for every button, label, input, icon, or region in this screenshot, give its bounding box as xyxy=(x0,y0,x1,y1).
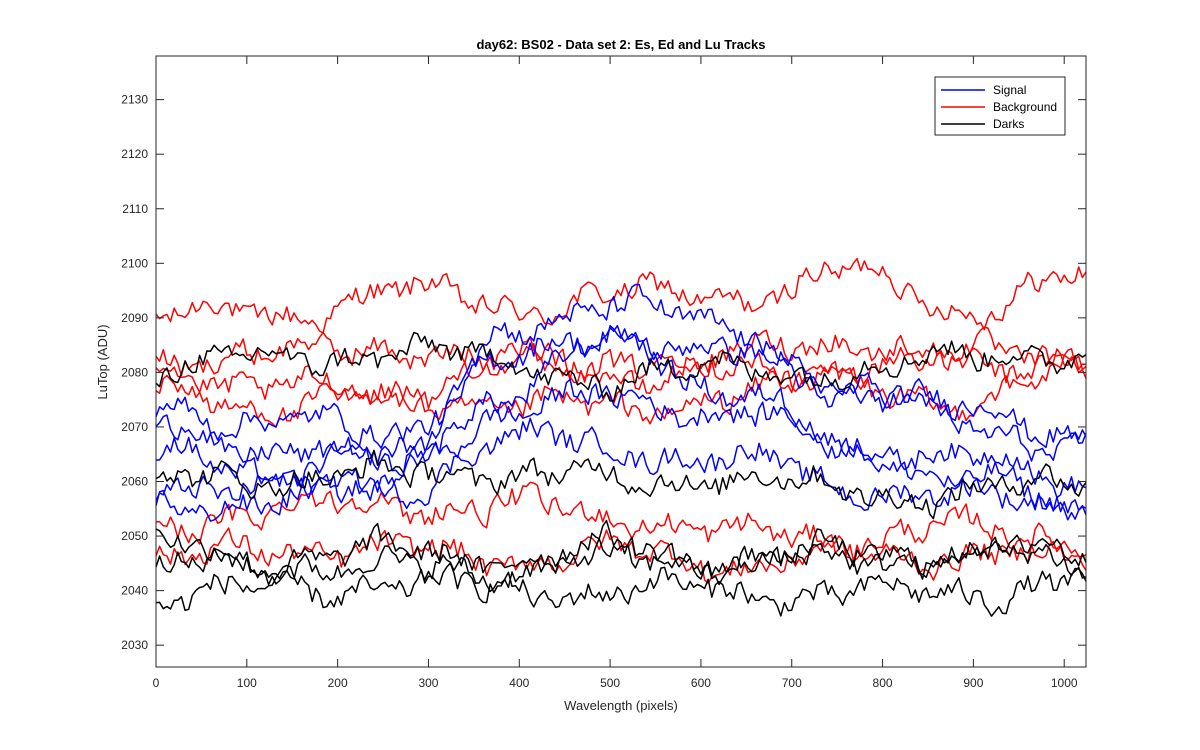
series-line-background-2 xyxy=(155,348,1087,428)
series-line-background-4 xyxy=(156,481,1087,563)
series-line-darks-0 xyxy=(155,331,1087,402)
y-tick-label: 2100 xyxy=(121,256,148,270)
series-line-background-5 xyxy=(155,527,1087,584)
series-line-background-0 xyxy=(155,257,1087,334)
x-tick-label: 900 xyxy=(963,676,983,690)
series-line-darks-4 xyxy=(155,562,1087,617)
y-tick-label: 2120 xyxy=(121,147,148,161)
x-tick-label: 500 xyxy=(600,676,620,690)
legend-label-signal: Signal xyxy=(993,83,1026,97)
series-line-signal-3 xyxy=(155,417,1087,522)
y-tick-label: 2110 xyxy=(122,202,148,216)
x-axis-label: Wavelength (pixels) xyxy=(564,698,678,713)
legend: Signal Background Darks xyxy=(934,76,1066,136)
legend-label-background: Background xyxy=(993,100,1057,114)
x-tick-label: 100 xyxy=(237,676,257,690)
x-tick-label: 400 xyxy=(509,676,529,690)
y-tick-label: 2030 xyxy=(121,638,148,652)
series-line-darks-1 xyxy=(155,450,1087,520)
y-tick-label: 2080 xyxy=(121,365,148,379)
y-tick-label: 2050 xyxy=(121,529,148,543)
x-tick-label: 300 xyxy=(418,676,438,690)
x-tick-label: 700 xyxy=(782,676,802,690)
y-axis-label: LuTop (ADU) xyxy=(95,324,110,399)
y-tick-label: 2070 xyxy=(121,420,148,434)
series-line-darks-3 xyxy=(155,537,1087,593)
axes-box xyxy=(155,55,1087,668)
series-line-signal-1 xyxy=(155,378,1087,499)
y-tick-label: 2090 xyxy=(121,311,148,325)
x-tick-label: 800 xyxy=(873,676,893,690)
y-tick-label: 2060 xyxy=(121,475,148,489)
y-tick-label: 2130 xyxy=(121,93,148,107)
y-tick-label: 2040 xyxy=(121,584,148,598)
x-tick-label: 0 xyxy=(153,676,160,690)
x-axis: 0 100 200 300 400 500 600 700 800 900 1000 xyxy=(153,56,1078,690)
data-lines xyxy=(155,257,1087,617)
legend-box xyxy=(934,76,1066,136)
legend-label-darks: Darks xyxy=(993,117,1024,131)
x-tick-label: 1000 xyxy=(1051,676,1078,690)
x-tick-label: 600 xyxy=(691,676,711,690)
chart-title: day62: BS02 - Data set 2: Es, Ed and Lu … xyxy=(476,37,765,52)
series-line-background-1 xyxy=(155,331,1087,394)
y-axis: 2030 2040 2050 2060 2070 2080 2090 2100 2110 2120… xyxy=(121,93,1086,652)
x-tick-label: 200 xyxy=(328,676,348,690)
series-line-signal-4 xyxy=(155,324,1087,514)
